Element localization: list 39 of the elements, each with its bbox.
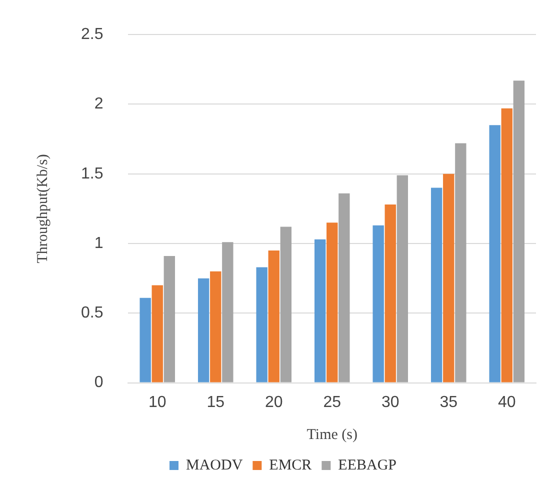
bar [338,193,350,382]
bar [489,125,500,382]
x-tick-label: 40 [498,394,516,411]
bar [384,204,396,382]
y-axis-title: Throughput(Kb/s) [34,154,51,264]
bar [513,80,525,382]
bar [198,278,210,382]
x-tick-label: 25 [323,394,342,411]
bar [326,222,338,382]
legend-label: MAODV [186,457,243,474]
legend-label: EEBAGP [338,457,397,474]
x-tick-label: 35 [440,394,458,411]
bar [280,226,292,382]
bar [430,188,442,382]
x-tick-label: 15 [206,394,225,411]
bar [152,285,163,382]
y-tick-label: 2.5 [80,26,104,44]
legend-label: EMCR [269,457,312,474]
bar [443,174,454,382]
bar [396,175,408,382]
y-tick-label: 1.5 [80,165,104,182]
bar [455,143,466,382]
bar [314,239,326,382]
bar [164,256,176,382]
bar [256,267,268,382]
bar [268,250,280,382]
bar [140,298,151,382]
x-tick-label: 10 [148,394,166,411]
y-tick-label: 2 [94,96,104,113]
x-tick-label: 20 [264,394,283,411]
bar [372,225,384,382]
y-tick-label: 1 [94,234,104,252]
x-axis-title: Time (s) [306,426,358,443]
y-tick-label: 0.5 [80,304,104,322]
y-tick-label: 0 [94,374,104,392]
bar [210,271,222,382]
x-tick-label: 30 [381,394,400,411]
bar [222,242,234,382]
bar [501,108,512,382]
